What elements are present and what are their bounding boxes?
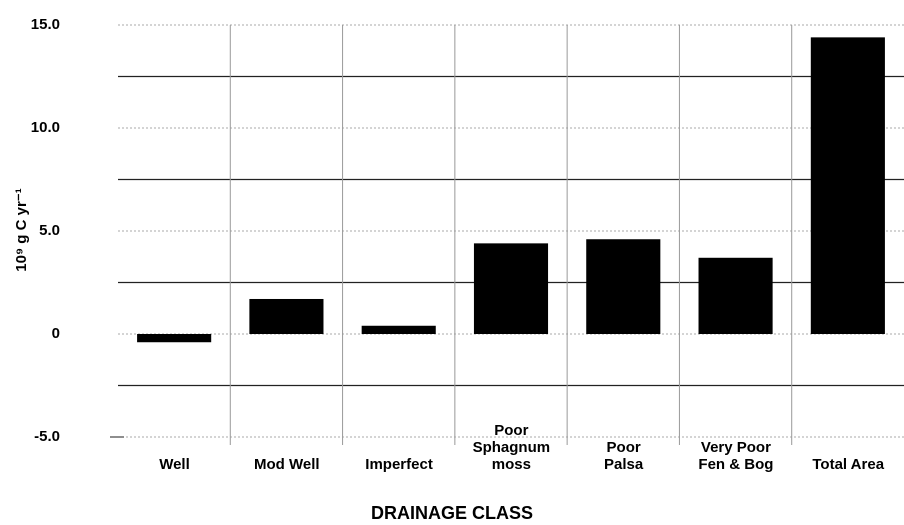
y-tick-label: 10.0 — [31, 119, 60, 136]
y-axis-label: 10⁹ g C yr⁻¹ — [13, 188, 30, 271]
x-tick-label: Poor Sphagnum moss — [472, 422, 551, 473]
x-tick-label: Imperfect — [365, 456, 433, 473]
bar — [586, 239, 661, 334]
y-tick-label: 15.0 — [31, 16, 60, 33]
bar — [810, 37, 885, 335]
y-tick-label: 5.0 — [39, 222, 60, 239]
x-tick-label: Very Poor Fen & Bog — [698, 439, 774, 473]
bar — [473, 243, 549, 334]
x-tick-label: Total Area — [812, 456, 885, 473]
bar — [137, 334, 212, 343]
bar — [249, 298, 324, 334]
x-tick-label: Well — [159, 456, 190, 473]
x-axis-label: DRAINAGE CLASS — [371, 503, 533, 523]
x-tick-label: Poor Palsa — [604, 439, 644, 473]
bar — [698, 257, 773, 334]
y-tick-label: -5.0 — [34, 428, 60, 445]
y-tick-label: 0 — [52, 325, 60, 342]
bar — [361, 325, 436, 334]
x-tick-label: Mod Well — [254, 456, 320, 473]
